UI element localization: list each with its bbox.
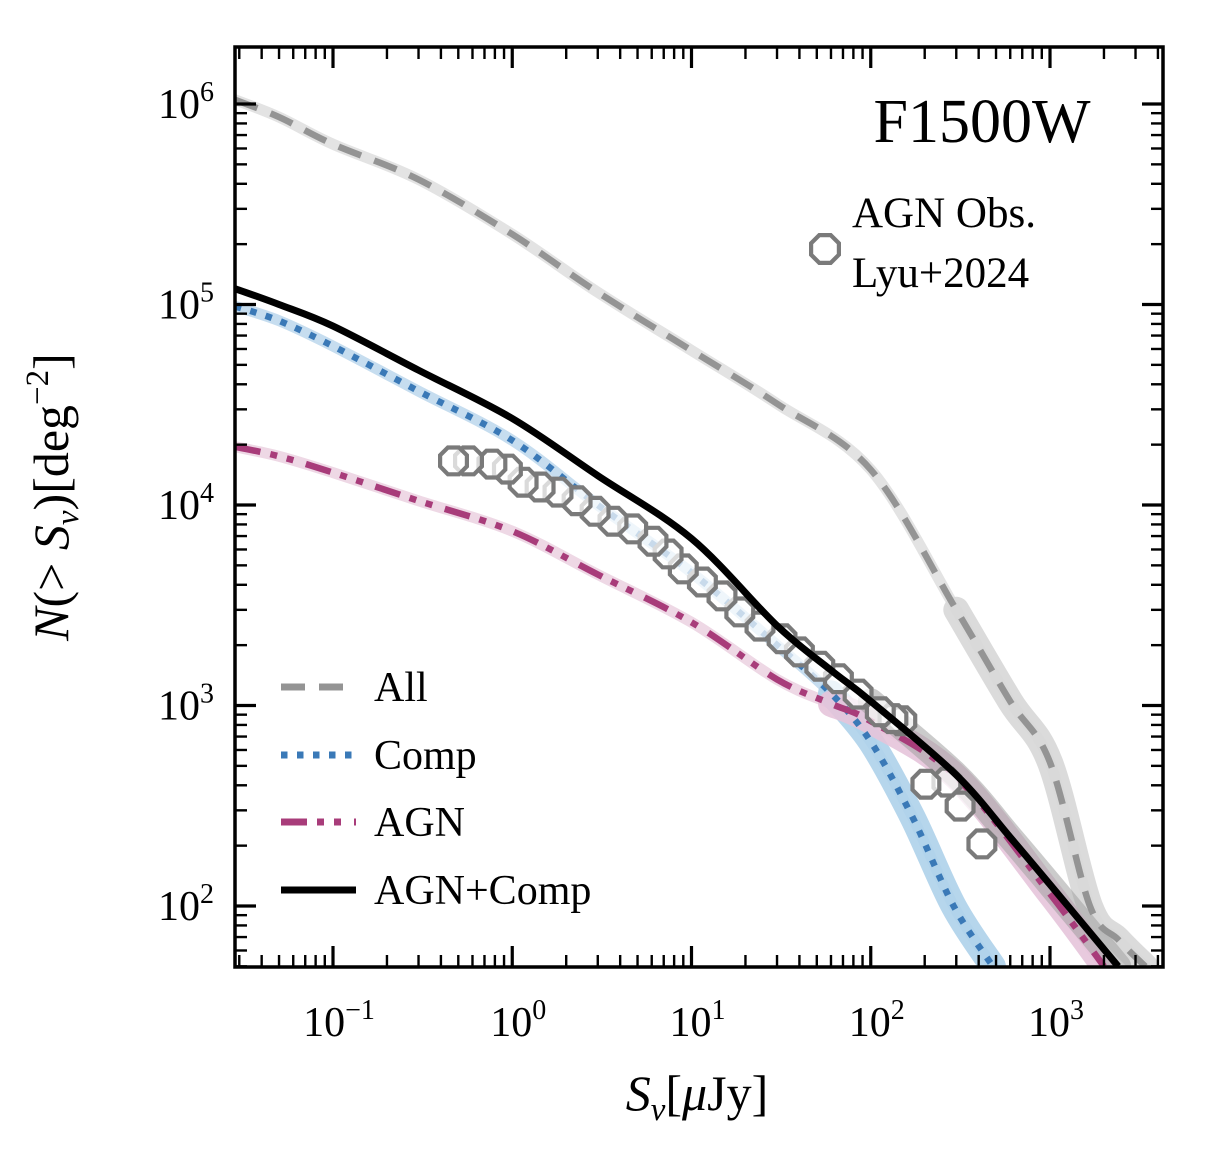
plot-border [233,45,1165,969]
x-tick-label: 100 [490,995,546,1046]
x-axis-label: Sν[μJy] [626,1065,769,1128]
chart-title: F1500W [874,88,1091,156]
y-tick-label: 103 [158,679,214,730]
y-tick-label: 106 [158,77,214,128]
obs-point [438,445,469,477]
obs-point [966,828,998,860]
observations-group [438,445,998,860]
y-tick-label: 102 [158,879,214,930]
plot-area [235,94,1159,967]
legend-label: All [374,665,428,711]
legend-label: Comp [374,733,477,779]
series-line-agn-comp [235,285,1121,967]
x-tick-label: 102 [849,995,905,1046]
x-tick-label: 103 [1028,995,1084,1046]
obs-point [944,790,976,822]
x-tick-label: 101 [670,995,726,1046]
y-tick-label: 105 [158,278,214,329]
x-tick-label: 10−1 [303,995,375,1046]
y-axis-label: N(> Sν)[deg−2] [20,353,86,642]
legend-octagon-icon [809,233,841,265]
marker-legend-line1: AGN Obs. [852,190,1036,237]
y-tick-label: 104 [158,478,214,529]
marker-legend [809,233,841,265]
series-line-all [235,96,1148,967]
legend-label: AGN [374,800,465,846]
legend-label: AGN+Comp [374,868,591,914]
obs-point [910,768,942,800]
marker-legend-line2: Lyu+2024 [852,250,1029,297]
